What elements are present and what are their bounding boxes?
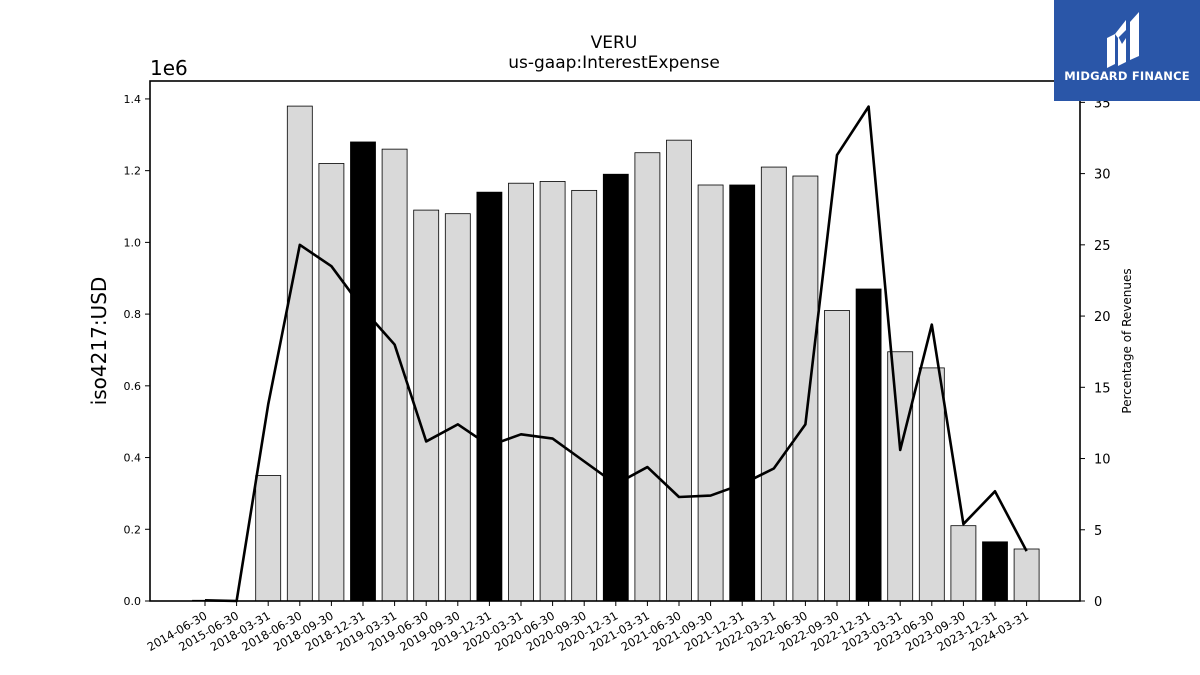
bar	[792, 175, 819, 602]
bar	[982, 541, 1008, 602]
midgard-finance-logo: MIDGARD FINANCE	[1054, 0, 1200, 101]
bar	[444, 213, 471, 602]
bar	[729, 184, 756, 602]
y2-axis-label: Percentage of Revenues	[1120, 268, 1134, 413]
bar	[824, 310, 850, 602]
y-tick-label: 0.8	[124, 308, 142, 321]
bar	[255, 475, 282, 602]
y-axis-label: iso4217:USD	[87, 277, 111, 406]
bar	[918, 367, 945, 602]
y-tick-label: 0.6	[124, 380, 142, 393]
bar	[508, 182, 534, 602]
bar	[476, 191, 503, 602]
revenue-percentage-line-layer	[204, 105, 1028, 603]
y2-tick-label: 15	[1094, 381, 1111, 396]
y-tick-label: 1.4	[124, 93, 142, 106]
y-tick-label: 1.0	[124, 236, 142, 249]
bar	[887, 351, 914, 602]
bar	[666, 139, 692, 602]
bar	[1013, 548, 1040, 602]
bar	[855, 288, 882, 602]
y-tick-label: 0.4	[124, 452, 142, 465]
plot-frame	[149, 80, 1081, 602]
y2-tick-label: 0	[1094, 595, 1102, 610]
bar	[350, 141, 376, 602]
bar	[286, 105, 313, 602]
bar	[318, 163, 345, 602]
x-axis-ticks: 2014-06-302015-06-302018-03-312018-06-30…	[145, 601, 1031, 654]
bar	[950, 525, 977, 602]
y-multiplier-label: 1e6	[150, 56, 188, 80]
logo-text: MIDGARD FINANCE	[1064, 69, 1190, 83]
y-axis-ticks: 0.0 0.2 0.4 0.6 0.8 1.0 1.2 1.4	[124, 93, 150, 608]
bar	[760, 166, 787, 602]
y-tick-label: 0.2	[124, 523, 142, 536]
y2-tick-label: 10	[1094, 453, 1111, 468]
chart-title: VERU	[591, 33, 638, 53]
bar	[571, 189, 598, 602]
y2-tick-label: 20	[1094, 310, 1111, 325]
bar	[539, 181, 566, 602]
y2-tick-label: 30	[1094, 168, 1111, 183]
y2-tick-label: 5	[1094, 524, 1102, 539]
y2-tick-label: 25	[1094, 239, 1111, 254]
bar	[634, 152, 661, 602]
revenue-percentage-line	[204, 105, 1028, 603]
chart-subtitle: us-gaap:InterestExpense	[508, 53, 720, 73]
y-tick-label: 1.2	[124, 165, 142, 178]
midgard-logo-icon	[1107, 12, 1139, 68]
bar	[413, 209, 440, 602]
bar	[697, 184, 724, 602]
bar	[381, 148, 408, 602]
bars	[192, 105, 1040, 602]
y-tick-label: 0.0	[124, 595, 142, 608]
bar	[602, 173, 629, 602]
